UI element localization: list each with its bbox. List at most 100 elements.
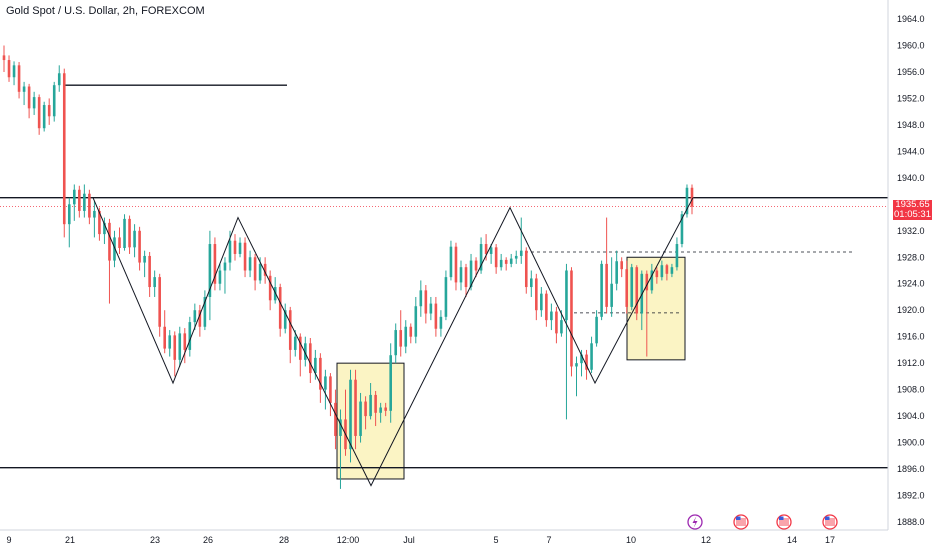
candle-body [414, 306, 418, 337]
time-axis[interactable]: 9 21 23 26 28 12:00 Jul 5 7 10 12 14 17 [0, 529, 888, 545]
time-tick-label: 26 [203, 535, 213, 545]
time-tick-label: 7 [546, 535, 551, 545]
candle-body [213, 244, 217, 284]
candle-body [314, 357, 317, 374]
price-tick-label: 1948.0 [897, 120, 925, 130]
candle-body [535, 278, 538, 311]
price-tick-label: 1912.0 [897, 358, 925, 368]
us-flag-icon[interactable] [776, 514, 792, 530]
candle-body [680, 214, 684, 245]
candle-body [223, 262, 227, 271]
candle [610, 257, 613, 317]
candle [364, 396, 367, 430]
candle-body [42, 105, 46, 129]
candle-body [298, 336, 302, 360]
candle [314, 349, 317, 380]
candle [650, 263, 654, 294]
candles [2, 45, 694, 489]
candle-body [540, 293, 543, 311]
candle [635, 265, 639, 321]
candle [620, 257, 623, 278]
candle-body [630, 267, 634, 307]
candle-body [339, 419, 342, 436]
time-tick-label: 10 [626, 535, 636, 545]
candle [504, 257, 508, 271]
candle-body [685, 187, 689, 215]
candle [680, 210, 684, 248]
candle [444, 270, 448, 321]
candle [509, 253, 513, 268]
candle-body [394, 330, 398, 356]
candle [409, 323, 413, 344]
candle-body [173, 335, 177, 360]
candle [52, 81, 56, 122]
candle-body [253, 257, 257, 281]
candle [193, 303, 197, 331]
candle [349, 369, 352, 463]
time-tick-label: 23 [150, 535, 160, 545]
candle-body [188, 322, 192, 350]
candle-body [419, 290, 423, 307]
candle-body [334, 402, 337, 436]
candle-body [359, 401, 362, 436]
candle [404, 320, 408, 354]
candle-body [560, 320, 563, 334]
candle [7, 55, 11, 82]
candle [329, 373, 332, 417]
bar-countdown: 01:05:31 [894, 209, 931, 220]
us-flag-icon[interactable] [822, 514, 838, 530]
candle-body [565, 270, 568, 321]
candle [625, 260, 629, 314]
event-icons[interactable] [687, 514, 838, 530]
candle-body [374, 394, 377, 413]
candle [374, 390, 377, 427]
price-axis[interactable]: 1888.0 1892.0 1896.0 1900.0 1904.0 1908.0 1912… [887, 0, 925, 530]
price-tick-label: 1924.0 [897, 279, 925, 289]
candle [354, 369, 357, 450]
candle-body [504, 259, 508, 264]
flag-canton [825, 516, 830, 520]
candle-body [158, 277, 161, 327]
candle-body [304, 343, 307, 360]
candle [615, 250, 618, 291]
candle-body [258, 263, 262, 281]
candle [168, 330, 172, 357]
candle [78, 185, 81, 218]
lightning-bolt [692, 516, 698, 528]
candle-body [218, 270, 222, 284]
candle [218, 263, 222, 291]
candle [575, 356, 578, 397]
candle [288, 306, 292, 364]
candle [158, 273, 161, 337]
candle [565, 263, 568, 420]
candle [419, 280, 423, 317]
candle [655, 267, 659, 284]
candle-body [208, 244, 212, 297]
lightning-icon[interactable] [687, 514, 703, 530]
us-flag-icon[interactable] [733, 514, 749, 530]
candle [675, 237, 679, 271]
candle-body [499, 259, 503, 268]
time-tick-label: 12:00 [337, 535, 360, 545]
candle-body [404, 326, 408, 347]
candle-body [409, 326, 413, 337]
candle [283, 303, 287, 334]
candle-body [590, 343, 593, 370]
candle [464, 263, 468, 297]
candle-body [439, 316, 443, 329]
candle [32, 91, 36, 115]
candle-body [243, 242, 247, 271]
candle [238, 237, 242, 258]
candle [519, 217, 523, 264]
candle-body [32, 97, 36, 109]
candle-body [444, 277, 448, 317]
candle [369, 383, 372, 420]
candle [685, 184, 689, 218]
chart-title: Gold Spot / U.S. Dollar, 2h, FOREXCOM [6, 5, 205, 17]
candle-body [369, 394, 372, 417]
candle [22, 81, 26, 106]
candle [62, 68, 66, 238]
candle-body [319, 357, 322, 390]
last-price-tag: 1935.65 01:05:31 [893, 200, 932, 220]
